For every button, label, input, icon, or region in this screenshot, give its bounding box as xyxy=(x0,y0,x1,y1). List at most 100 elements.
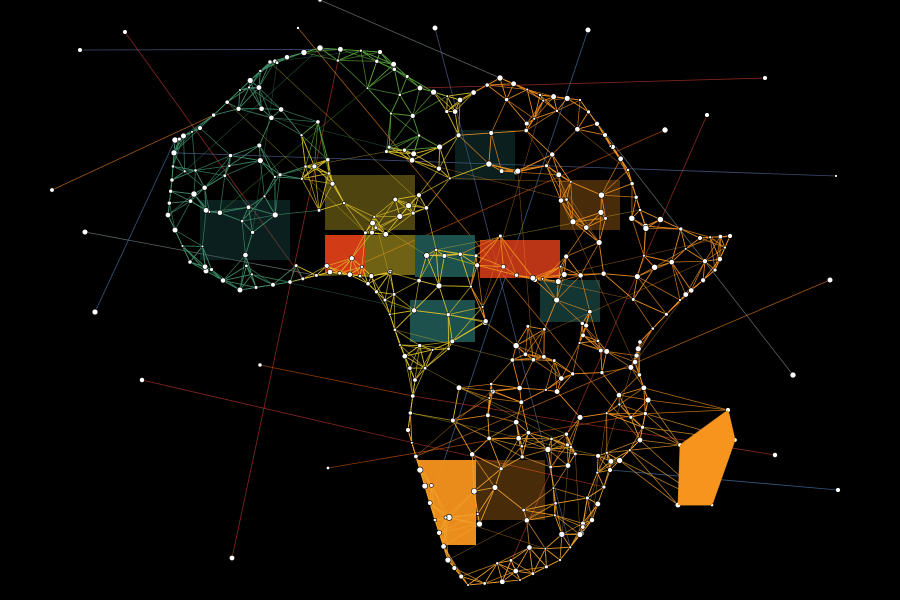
network-link xyxy=(202,210,207,247)
network-link xyxy=(566,434,576,455)
network-link xyxy=(555,503,563,535)
network-link xyxy=(637,276,681,301)
network-link xyxy=(685,248,706,262)
network-link xyxy=(570,181,602,196)
network-link xyxy=(189,246,203,263)
network-link xyxy=(506,89,528,101)
network-link xyxy=(601,183,633,196)
network-link xyxy=(367,87,400,96)
network-link xyxy=(497,560,512,564)
network-link xyxy=(226,89,241,103)
network-link xyxy=(526,520,530,548)
network-link xyxy=(385,113,392,152)
network-link xyxy=(393,294,415,311)
network-link xyxy=(326,257,352,267)
network-node xyxy=(548,464,553,470)
network-node xyxy=(485,412,491,418)
network-link xyxy=(601,169,629,196)
network-node xyxy=(416,192,422,198)
network-link xyxy=(301,166,315,180)
network-link xyxy=(586,497,593,521)
network-link xyxy=(349,274,369,285)
network-node xyxy=(473,253,479,259)
network-link xyxy=(169,200,191,204)
network-link xyxy=(424,348,449,369)
network-link xyxy=(404,135,420,151)
network-link xyxy=(167,193,195,216)
network-node xyxy=(314,273,319,278)
network-node xyxy=(193,168,198,173)
network-link xyxy=(556,110,578,130)
network-node xyxy=(284,54,290,61)
network-node xyxy=(216,209,223,216)
network-node xyxy=(485,160,493,168)
network-link xyxy=(452,420,490,439)
network-link xyxy=(445,517,449,561)
network-link xyxy=(301,173,329,180)
network-link xyxy=(384,272,391,301)
network-node xyxy=(445,94,449,98)
network-link xyxy=(489,397,522,403)
network-link xyxy=(386,151,413,161)
network-node xyxy=(337,46,344,53)
network-node xyxy=(247,77,254,84)
network-link xyxy=(560,200,574,222)
network-link xyxy=(258,117,272,146)
network-link xyxy=(246,265,274,286)
network-link xyxy=(558,275,581,282)
network-link xyxy=(393,280,420,295)
network-node xyxy=(390,61,397,68)
network-node xyxy=(684,247,688,251)
network-link xyxy=(301,135,306,167)
network-link xyxy=(560,181,572,201)
network-link xyxy=(582,334,607,352)
network-link xyxy=(547,433,567,450)
network-link xyxy=(412,195,420,214)
network-node xyxy=(77,47,83,53)
network-node xyxy=(365,281,371,287)
network-node xyxy=(374,58,380,64)
network-node xyxy=(480,305,485,309)
network-link xyxy=(189,261,212,270)
network-link xyxy=(580,275,591,312)
network-node xyxy=(580,332,586,338)
network-node xyxy=(627,364,635,371)
network-link xyxy=(600,350,603,373)
network-link xyxy=(219,175,226,213)
network-link xyxy=(543,98,568,102)
outer-link xyxy=(501,114,708,582)
network-link xyxy=(195,170,205,188)
network-link xyxy=(570,417,581,448)
network-link xyxy=(556,299,583,324)
network-node xyxy=(49,187,55,193)
network-link xyxy=(301,121,319,136)
network-link xyxy=(414,345,421,381)
network-link xyxy=(406,76,434,93)
network-node xyxy=(716,256,723,263)
network-node xyxy=(509,357,515,363)
network-node xyxy=(540,277,545,281)
network-link xyxy=(418,178,451,196)
network-node xyxy=(324,263,330,269)
network-node xyxy=(224,99,230,105)
network-link xyxy=(172,135,184,167)
network-link xyxy=(305,166,320,211)
network-node xyxy=(171,164,175,169)
network-link xyxy=(431,485,436,521)
network-link xyxy=(351,232,366,259)
network-link xyxy=(374,205,409,218)
network-link xyxy=(343,202,366,234)
network-node xyxy=(631,297,636,302)
network-link xyxy=(556,99,581,112)
network-link xyxy=(301,159,328,180)
network-link xyxy=(171,171,185,181)
network-node xyxy=(416,278,422,284)
network-node xyxy=(555,171,562,178)
network-node xyxy=(247,85,251,90)
network-node xyxy=(558,197,564,204)
network-link xyxy=(252,62,278,233)
network-node xyxy=(607,467,613,473)
network-node xyxy=(594,500,601,508)
network-link xyxy=(629,449,679,506)
network-link xyxy=(476,235,501,266)
